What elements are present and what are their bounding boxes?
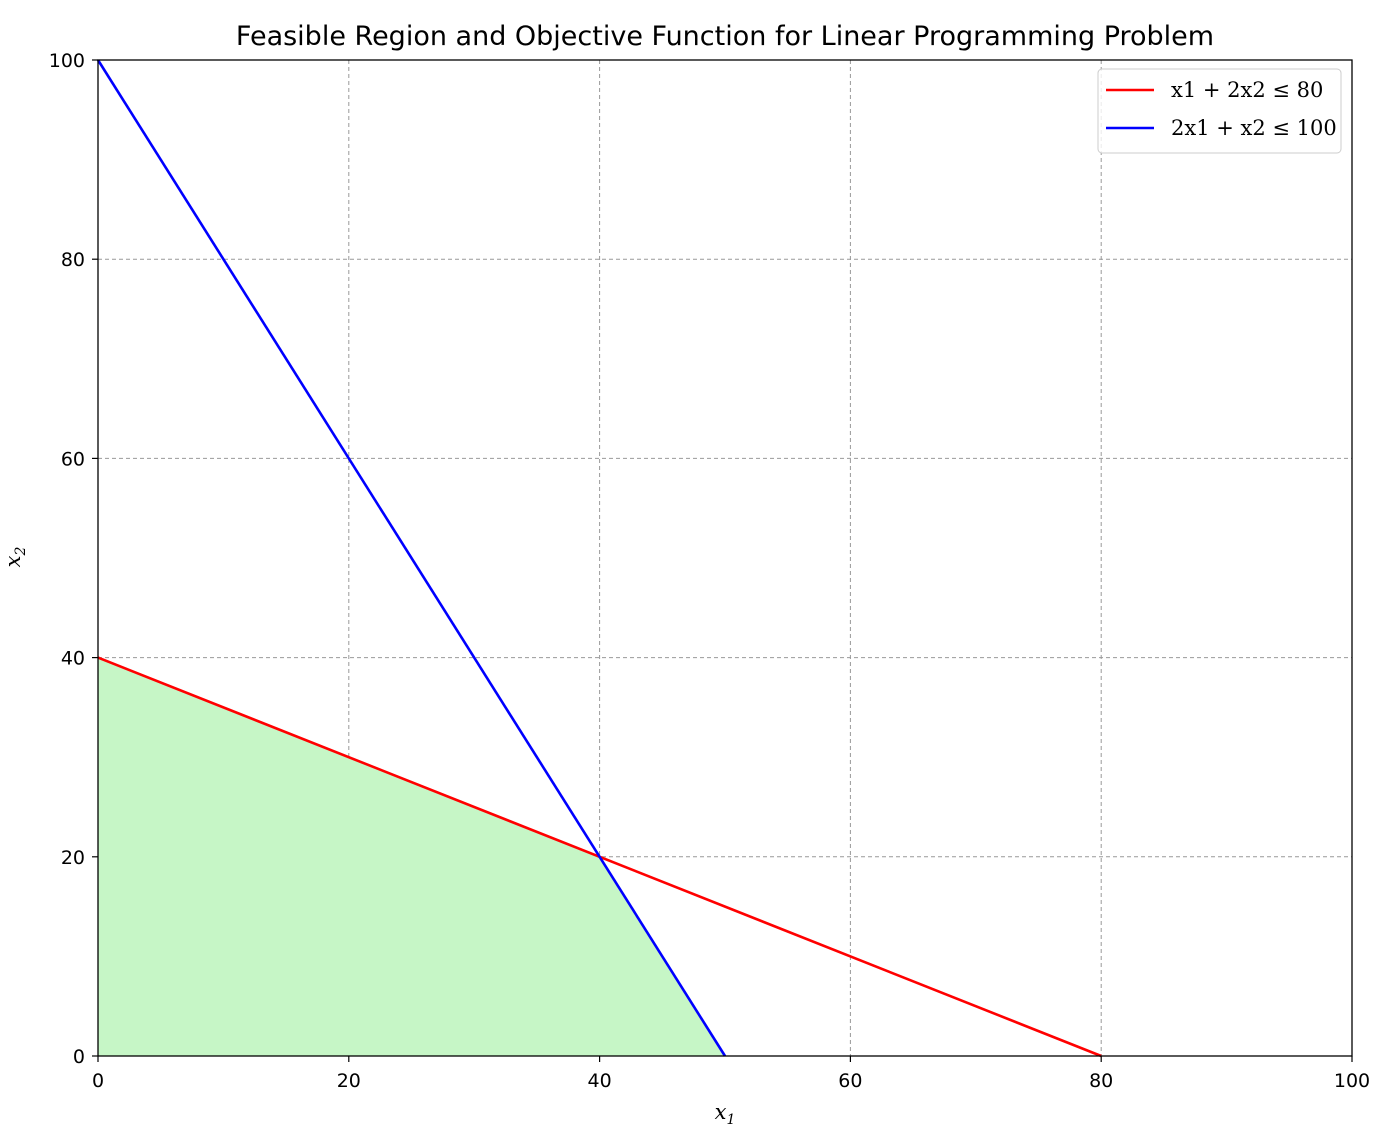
x-tick-label-40: 40: [588, 1070, 612, 1092]
x-axis-ticks: 0 20 40 60 80 100: [92, 1056, 1370, 1092]
y-tick-label-100: 100: [49, 50, 85, 72]
y-axis-label-sub: 2: [13, 547, 29, 557]
x-axis-label: x1: [715, 1100, 736, 1127]
feasible-region-layer: [98, 657, 725, 1056]
legend: x1 + 2x2 ≤ 80 2x1 + x2 ≤ 100: [1097, 68, 1342, 154]
constraint-line-2: [96, 59, 727, 1057]
x-axis-label-sub: 1: [726, 1112, 735, 1127]
legend-frame: [1097, 68, 1342, 154]
x-tick-label-80: 80: [1089, 1070, 1113, 1092]
y-tick-label-40: 40: [61, 648, 85, 670]
x-tick-label-60: 60: [838, 1070, 862, 1092]
y-axis-label-base: x: [1, 555, 25, 567]
series-lines: [96, 59, 1102, 1058]
feasible-region: [98, 657, 725, 1056]
x-axis-label-base: x: [715, 1100, 727, 1124]
legend-entry-constraint-2: 2x1 + x2 ≤ 100: [1171, 116, 1337, 140]
x-tick-label-20: 20: [337, 1070, 361, 1092]
y-axis-label: x2: [1, 547, 29, 568]
y-tick-label-20: 20: [61, 847, 85, 869]
y-tick-label-0: 0: [73, 1046, 85, 1068]
x-tick-label-0: 0: [92, 1070, 104, 1092]
grid-lines: [98, 60, 1352, 1056]
y-tick-label-80: 80: [61, 249, 85, 271]
y-tick-label-60: 60: [61, 448, 85, 470]
x-tick-label-100: 100: [1334, 1070, 1370, 1092]
y-axis-ticks: 0 20 40 60 80 100: [49, 50, 98, 1068]
axes-frame: [97, 59, 1353, 1057]
chart-title: Feasible Region and Objective Function f…: [236, 21, 1214, 52]
legend-entry-constraint-1: x1 + 2x2 ≤ 80: [1171, 78, 1323, 102]
plot-frame: [97, 59, 1353, 1057]
